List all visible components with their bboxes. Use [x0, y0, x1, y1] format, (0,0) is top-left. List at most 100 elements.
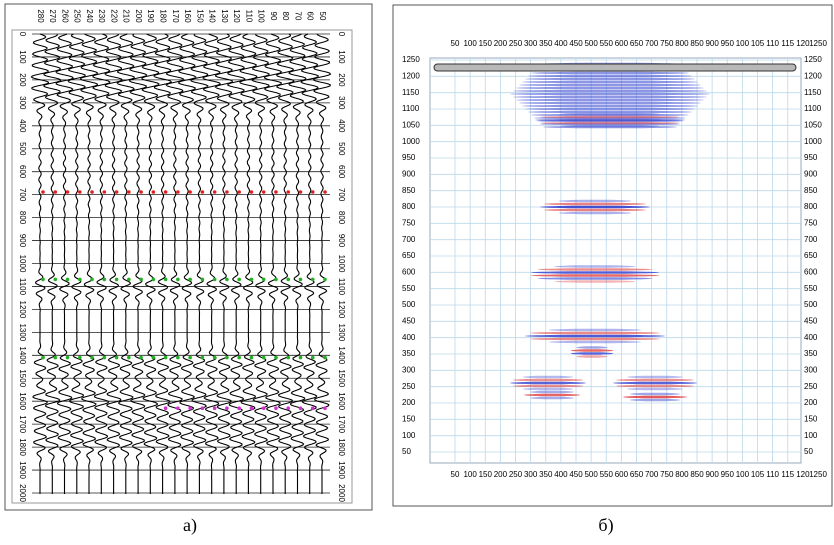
- pick-marker: [102, 277, 107, 282]
- trace: [30, 33, 50, 494]
- wave-band: [516, 98, 704, 102]
- wave-band: [540, 205, 650, 209]
- trace: [226, 33, 246, 494]
- x-label-bottom: 400: [554, 470, 568, 479]
- y-label-left: 1200: [402, 71, 420, 80]
- y-label-right: 250: [804, 382, 818, 391]
- trace-label: 90: [269, 12, 278, 21]
- trace: [214, 33, 234, 494]
- wave-band: [535, 118, 685, 122]
- depth-label-right: 1400: [337, 346, 346, 364]
- depth-label-left: 1400: [18, 346, 27, 364]
- y-label-left: 350: [402, 349, 416, 358]
- x-label-bottom: 700: [645, 470, 659, 479]
- wave-band: [548, 340, 642, 344]
- depth-label-right: 700: [337, 188, 346, 202]
- y-label-left: 1150: [402, 88, 420, 97]
- wave-band: [522, 80, 698, 84]
- trace: [104, 33, 124, 494]
- pick-marker: [323, 406, 327, 411]
- pick-marker: [188, 190, 192, 194]
- pick-marker: [41, 190, 45, 194]
- wave-band: [519, 83, 701, 87]
- pick-marker: [310, 406, 315, 411]
- trace-label: 200: [134, 9, 143, 23]
- x-label-top: 850: [690, 39, 704, 48]
- y-label-right: 700: [804, 235, 818, 244]
- x-label-top: 900: [705, 39, 719, 48]
- x-label-top: 1250: [809, 39, 827, 48]
- depth-label-left: 1500: [18, 369, 27, 387]
- wave-band: [630, 392, 680, 396]
- wave-band: [613, 381, 697, 385]
- pick-marker: [176, 277, 180, 282]
- y-label-right: 950: [804, 153, 818, 162]
- x-label-top: 700: [645, 39, 659, 48]
- pick-marker: [151, 277, 156, 282]
- x-label-bottom: 300: [524, 470, 538, 479]
- trace-label: 250: [73, 9, 82, 23]
- pick-marker: [127, 190, 131, 194]
- x-label-top: 600: [615, 39, 629, 48]
- wave-band: [530, 337, 660, 341]
- depth-label-left: 400: [18, 119, 27, 133]
- pick-marker: [176, 406, 180, 411]
- wave-band: [525, 77, 695, 81]
- wave-band: [623, 395, 687, 399]
- pick-marker: [286, 355, 291, 360]
- pick-marker: [212, 406, 217, 411]
- pick-marker: [237, 406, 241, 411]
- trace: [263, 33, 283, 494]
- x-label-bottom: 100: [463, 470, 477, 479]
- pick-marker: [200, 355, 205, 360]
- y-label-left: 500: [402, 300, 416, 309]
- depth-label-right: 200: [337, 73, 346, 87]
- well-bar: [433, 63, 797, 72]
- y-label-left: 450: [402, 316, 416, 325]
- pick-marker: [53, 190, 58, 194]
- trace-label: 160: [183, 9, 192, 23]
- x-label-top: 950: [721, 39, 735, 48]
- wave-band: [512, 378, 584, 382]
- trace: [251, 34, 270, 494]
- wave-band: [525, 334, 665, 338]
- depth-label-left: 300: [18, 96, 27, 110]
- y-label-right: 400: [804, 333, 818, 342]
- y-label-left: 1250: [402, 55, 420, 64]
- wave-band: [544, 208, 646, 212]
- pick-marker: [127, 355, 131, 360]
- y-label-left: 650: [402, 251, 416, 260]
- x-label-top: 550: [600, 39, 614, 48]
- wave-band: [522, 104, 698, 108]
- pick-marker: [225, 355, 229, 360]
- wave-band: [537, 268, 653, 271]
- trace-label: 190: [146, 9, 155, 23]
- x-label-top: 750: [660, 39, 674, 48]
- pick-marker: [41, 355, 45, 360]
- trace: [116, 33, 135, 494]
- wave-band: [530, 271, 660, 274]
- x-label-top: 100: [736, 39, 750, 48]
- wave-band: [530, 331, 660, 335]
- wave-band: [554, 265, 636, 268]
- trace-label: 150: [195, 9, 204, 23]
- y-label-right: 800: [804, 202, 818, 211]
- pick-marker: [249, 406, 254, 411]
- wave-band: [530, 396, 574, 400]
- pick-marker: [261, 190, 266, 194]
- depth-label-left: 0: [18, 32, 27, 37]
- x-label-top: 100: [463, 39, 477, 48]
- pick-marker: [90, 277, 94, 282]
- trace-label: 230: [97, 9, 106, 23]
- y-label-right: 200: [804, 398, 818, 407]
- pick-marker: [212, 355, 217, 360]
- y-label-left: 900: [402, 169, 416, 178]
- pick-marker: [261, 406, 266, 411]
- pick-marker: [41, 277, 45, 282]
- depth-label-left: 1000: [18, 255, 27, 273]
- y-label-left: 1100: [402, 104, 420, 113]
- y-label-right: 1000: [804, 137, 822, 146]
- x-label-top: 350: [539, 39, 553, 48]
- y-label-right: 850: [804, 186, 818, 195]
- trace: [239, 33, 258, 494]
